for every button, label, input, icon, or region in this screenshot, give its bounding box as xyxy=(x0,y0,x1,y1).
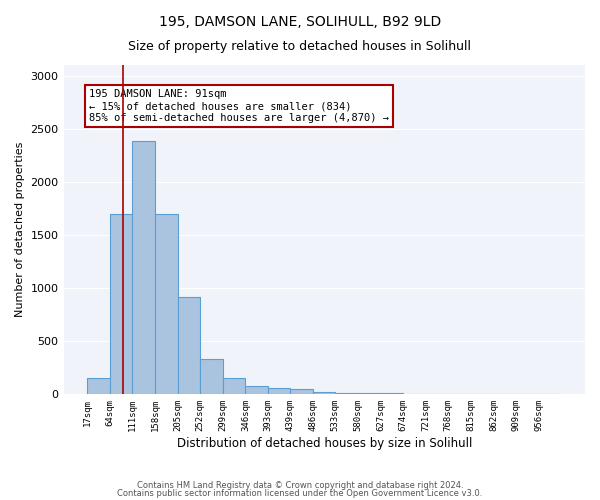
Bar xyxy=(200,360,223,394)
Bar xyxy=(110,214,133,394)
Bar xyxy=(268,388,290,394)
Text: 195, DAMSON LANE, SOLIHULL, B92 9LD: 195, DAMSON LANE, SOLIHULL, B92 9LD xyxy=(159,15,441,29)
Bar xyxy=(178,296,200,394)
Text: Contains public sector information licensed under the Open Government Licence v3: Contains public sector information licen… xyxy=(118,488,482,498)
Bar xyxy=(313,392,335,394)
Bar xyxy=(223,378,245,394)
Bar xyxy=(335,392,358,394)
Bar xyxy=(155,214,178,394)
X-axis label: Distribution of detached houses by size in Solihull: Distribution of detached houses by size … xyxy=(176,437,472,450)
Text: Size of property relative to detached houses in Solihull: Size of property relative to detached ho… xyxy=(128,40,472,53)
Bar xyxy=(133,142,155,394)
Text: 195 DAMSON LANE: 91sqm
← 15% of detached houses are smaller (834)
85% of semi-de: 195 DAMSON LANE: 91sqm ← 15% of detached… xyxy=(89,90,389,122)
Bar xyxy=(290,389,313,394)
Bar xyxy=(245,386,268,394)
Bar xyxy=(87,378,110,394)
Y-axis label: Number of detached properties: Number of detached properties xyxy=(15,142,25,318)
Text: Contains HM Land Registry data © Crown copyright and database right 2024.: Contains HM Land Registry data © Crown c… xyxy=(137,481,463,490)
